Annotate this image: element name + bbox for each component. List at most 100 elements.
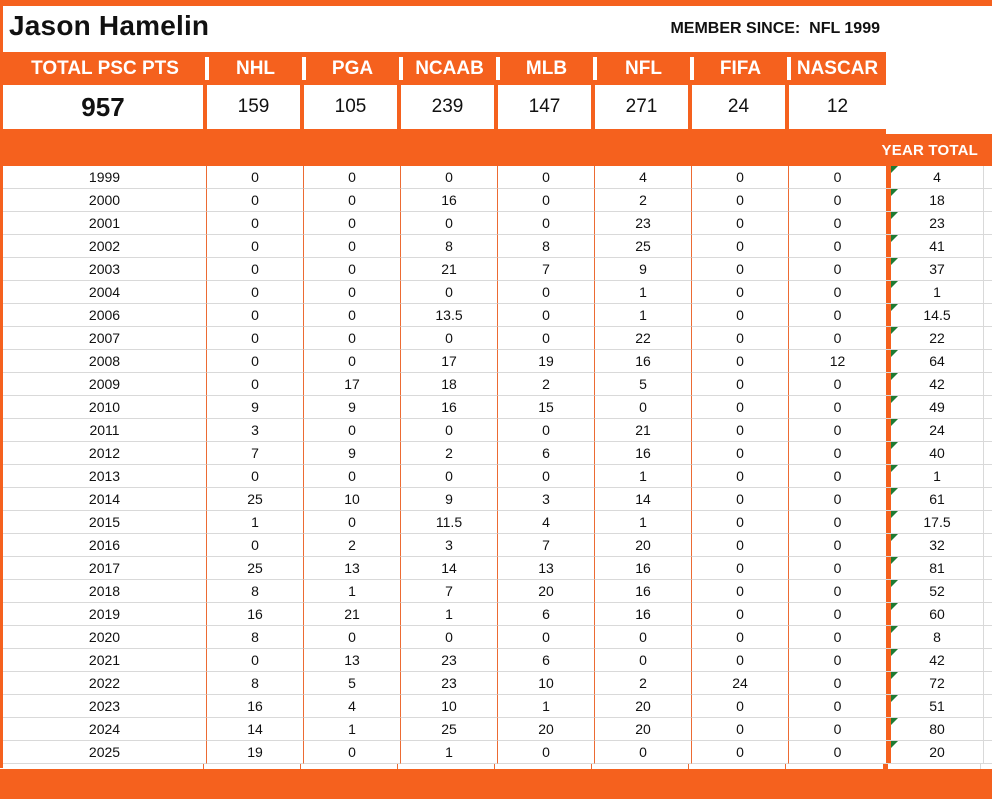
year-total-cell[interactable]: 52 <box>891 580 984 603</box>
nhl-cell[interactable]: 0 <box>207 304 304 327</box>
fifa-cell[interactable]: 0 <box>692 649 789 672</box>
nfl-cell[interactable]: 20 <box>595 718 692 741</box>
ncaab-cell[interactable]: 18 <box>401 373 498 396</box>
year-cell[interactable]: 2011 <box>3 419 207 442</box>
pga-cell[interactable]: 17 <box>304 373 401 396</box>
nascar-cell[interactable]: 0 <box>789 511 886 534</box>
year-total-cell[interactable]: 37 <box>891 258 984 281</box>
year-cell[interactable]: 2013 <box>3 465 207 488</box>
nascar-cell[interactable]: 0 <box>789 304 886 327</box>
year-total-cell[interactable]: 32 <box>891 534 984 557</box>
nascar-cell[interactable]: 0 <box>789 281 886 304</box>
year-cell[interactable]: 2023 <box>3 695 207 718</box>
ncaab-cell[interactable]: 25 <box>401 718 498 741</box>
year-cell[interactable]: 2006 <box>3 304 207 327</box>
nascar-cell[interactable]: 12 <box>789 350 886 373</box>
pga-cell[interactable]: 1 <box>304 580 401 603</box>
year-cell[interactable]: 2022 <box>3 672 207 695</box>
ncaab-cell[interactable]: 2 <box>401 442 498 465</box>
year-cell[interactable]: 2024 <box>3 718 207 741</box>
nhl-cell[interactable]: 0 <box>207 212 304 235</box>
nfl-cell[interactable]: 14 <box>595 488 692 511</box>
ncaab-cell[interactable]: 23 <box>401 649 498 672</box>
fifa-cell[interactable]: 0 <box>692 350 789 373</box>
nfl-cell[interactable]: 1 <box>595 465 692 488</box>
pga-cell[interactable]: 0 <box>304 626 401 649</box>
year-total-cell[interactable]: 42 <box>891 373 984 396</box>
mlb-cell[interactable]: 10 <box>498 672 595 695</box>
year-total-cell[interactable]: 18 <box>891 189 984 212</box>
nfl-cell[interactable]: 16 <box>595 580 692 603</box>
pga-cell[interactable]: 0 <box>304 304 401 327</box>
ncaab-cell[interactable]: 8 <box>401 235 498 258</box>
nascar-cell[interactable]: 0 <box>789 166 886 189</box>
pga-cell[interactable]: 10 <box>304 488 401 511</box>
nhl-cell[interactable]: 25 <box>207 557 304 580</box>
nhl-cell[interactable]: 8 <box>207 580 304 603</box>
fifa-cell[interactable]: 0 <box>692 373 789 396</box>
nascar-cell[interactable]: 0 <box>789 718 886 741</box>
fifa-cell[interactable]: 0 <box>692 166 789 189</box>
pga-cell[interactable]: 9 <box>304 442 401 465</box>
nfl-cell[interactable]: 0 <box>595 626 692 649</box>
pga-cell[interactable]: 21 <box>304 603 401 626</box>
year-cell[interactable]: 2010 <box>3 396 207 419</box>
ncaab-cell[interactable]: 17 <box>401 350 498 373</box>
nhl-cell[interactable]: 0 <box>207 373 304 396</box>
header-pga[interactable]: PGA <box>302 52 401 85</box>
ncaab-cell[interactable]: 13.5 <box>401 304 498 327</box>
mlb-cell[interactable]: 7 <box>498 534 595 557</box>
header-nascar[interactable]: NASCAR <box>787 52 886 85</box>
pga-cell[interactable]: 9 <box>304 396 401 419</box>
year-total-cell[interactable]: 4 <box>891 166 984 189</box>
ncaab-cell[interactable]: 3 <box>401 534 498 557</box>
year-cell[interactable]: 1999 <box>3 166 207 189</box>
pga-cell[interactable]: 0 <box>304 511 401 534</box>
year-cell[interactable]: 2003 <box>3 258 207 281</box>
ncaab-cell[interactable]: 23 <box>401 672 498 695</box>
year-total-cell[interactable]: 80 <box>891 718 984 741</box>
year-total-cell[interactable]: 1 <box>891 465 984 488</box>
nhl-cell[interactable]: 0 <box>207 327 304 350</box>
nhl-cell[interactable]: 0 <box>207 166 304 189</box>
mlb-cell[interactable]: 6 <box>498 649 595 672</box>
pga-cell[interactable]: 5 <box>304 672 401 695</box>
nascar-cell[interactable]: 0 <box>789 649 886 672</box>
mlb-cell[interactable]: 0 <box>498 626 595 649</box>
ncaab-cell[interactable]: 14 <box>401 557 498 580</box>
mlb-cell[interactable]: 15 <box>498 396 595 419</box>
mlb-cell[interactable]: 0 <box>498 741 595 764</box>
year-cell[interactable]: 2008 <box>3 350 207 373</box>
nascar-cell[interactable]: 0 <box>789 580 886 603</box>
year-total-cell[interactable]: 17.5 <box>891 511 984 534</box>
mlb-cell[interactable]: 0 <box>498 327 595 350</box>
pga-cell[interactable]: 0 <box>304 235 401 258</box>
year-total-cell[interactable]: 61 <box>891 488 984 511</box>
nhl-cell[interactable]: 3 <box>207 419 304 442</box>
nhl-cell[interactable]: 0 <box>207 258 304 281</box>
fifa-cell[interactable]: 0 <box>692 534 789 557</box>
nascar-cell[interactable]: 0 <box>789 442 886 465</box>
ncaab-cell[interactable]: 9 <box>401 488 498 511</box>
nfl-cell[interactable]: 2 <box>595 189 692 212</box>
fifa-cell[interactable]: 0 <box>692 488 789 511</box>
nhl-cell[interactable]: 16 <box>207 603 304 626</box>
fifa-total[interactable]: 24 <box>692 85 789 129</box>
nascar-cell[interactable]: 0 <box>789 695 886 718</box>
nfl-cell[interactable]: 5 <box>595 373 692 396</box>
nhl-cell[interactable]: 1 <box>207 511 304 534</box>
ncaab-cell[interactable]: 7 <box>401 580 498 603</box>
header-nhl[interactable]: NHL <box>205 52 304 85</box>
nfl-cell[interactable]: 0 <box>595 649 692 672</box>
fifa-cell[interactable]: 0 <box>692 281 789 304</box>
nfl-cell[interactable]: 1 <box>595 281 692 304</box>
nfl-cell[interactable]: 21 <box>595 419 692 442</box>
fifa-cell[interactable]: 0 <box>692 396 789 419</box>
mlb-cell[interactable]: 20 <box>498 718 595 741</box>
year-cell[interactable]: 2015 <box>3 511 207 534</box>
header-fifa[interactable]: FIFA <box>690 52 789 85</box>
nfl-cell[interactable]: 20 <box>595 534 692 557</box>
nhl-cell[interactable]: 0 <box>207 649 304 672</box>
pga-cell[interactable]: 0 <box>304 189 401 212</box>
year-cell[interactable]: 2014 <box>3 488 207 511</box>
